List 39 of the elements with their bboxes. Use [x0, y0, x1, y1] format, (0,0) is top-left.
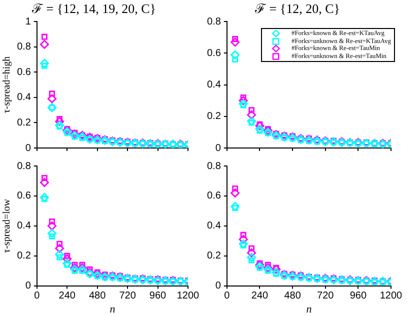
y-tick-label: 0.2 — [206, 250, 222, 262]
y-tick-label: 0.2 — [16, 250, 32, 262]
x-axis-title: n — [306, 303, 312, 316]
y-tick-label: 0.8 — [206, 160, 222, 172]
x-tick-label: 1200 — [176, 290, 200, 302]
y-tick-label: 0 — [215, 280, 222, 292]
y-axis-title: τ-spread=high — [2, 56, 13, 114]
y-tick-label: 0 — [25, 280, 32, 292]
y-tick-label: 0.6 — [206, 190, 222, 202]
x-tick-label: 240 — [58, 290, 76, 302]
x-tick-label: 960 — [350, 290, 367, 302]
y-tick-label: 0.4 — [206, 80, 222, 91]
y-tick-label: 0.4 — [16, 92, 32, 104]
x-tick-label: 480 — [88, 290, 106, 302]
y-tick-label: 0.6 — [16, 66, 32, 78]
y-axis-title: τ-spread=low — [2, 198, 13, 253]
y-tick-label: 0 — [215, 142, 222, 154]
x-axis-title: n — [110, 303, 116, 316]
x-tick-label: 1200 — [380, 290, 403, 302]
x-tick-label: 960 — [149, 290, 167, 302]
x-tick-label: 240 — [251, 290, 268, 302]
x-tick-label: 480 — [284, 290, 302, 302]
y-tick-label: 0 — [25, 142, 32, 154]
x-tick-label: 720 — [119, 290, 136, 302]
y-tick-label: 0.4 — [16, 220, 32, 232]
y-tick-label: 0.8 — [16, 42, 32, 53]
y-tick-label: 0.2 — [16, 117, 32, 128]
x-tick-label: 0 — [224, 290, 230, 302]
x-tick-label: 720 — [317, 290, 334, 302]
y-tick-label: 1 — [25, 16, 32, 28]
y-tick-label: 0.8 — [206, 16, 222, 28]
y-tick-label: 0.2 — [206, 111, 222, 122]
y-tick-label: 0.6 — [206, 48, 222, 59]
x-tick-label: 0 — [34, 290, 40, 302]
y-tick-label: 0.8 — [16, 160, 32, 172]
chart-title: ℱ = {12, 20, C} — [254, 1, 340, 16]
y-tick-label: 0.6 — [16, 190, 32, 202]
chart-title: ℱ = {12, 14, 19, 20, C} — [31, 1, 156, 16]
y-tick-label: 0.4 — [206, 220, 222, 232]
